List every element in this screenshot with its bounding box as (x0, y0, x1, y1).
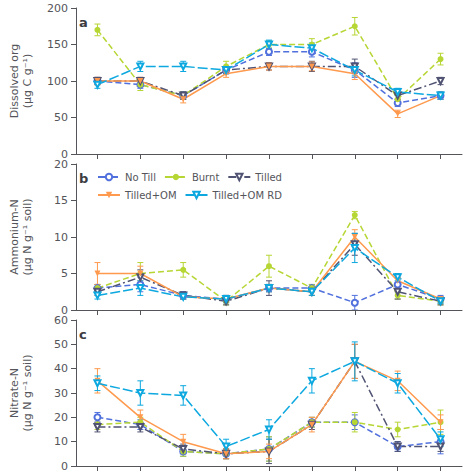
svg-text:40: 40 (54, 362, 68, 375)
svg-text:Dissolved org: Dissolved org (8, 44, 21, 119)
svg-text:50: 50 (54, 111, 68, 124)
svg-text:Tilled+OM RD: Tilled+OM RD (212, 190, 283, 201)
svg-text:c: c (79, 327, 87, 342)
svg-text:100: 100 (47, 75, 68, 88)
svg-text:Nitrate-N: Nitrate-N (8, 368, 21, 418)
svg-text:Ammonium-N: Ammonium-N (8, 199, 21, 275)
svg-text:15: 15 (54, 194, 68, 207)
svg-text:Tilled+OM: Tilled+OM (124, 190, 177, 201)
svg-text:0: 0 (61, 303, 68, 317)
svg-text:Burnt: Burnt (192, 172, 219, 183)
svg-text:No Till: No Till (125, 172, 156, 183)
svg-text:10: 10 (54, 435, 68, 448)
svg-text:0: 0 (61, 460, 68, 473)
svg-text:50: 50 (54, 338, 68, 351)
svg-text:200: 200 (47, 2, 68, 15)
svg-text:Tilled: Tilled (254, 172, 282, 183)
svg-text:20: 20 (54, 158, 68, 171)
svg-text:150: 150 (47, 38, 68, 51)
svg-text:0: 0 (61, 147, 68, 161)
svg-text:(μg N g⁻¹ soil): (μg N g⁻¹ soil) (21, 198, 34, 275)
svg-text:20: 20 (54, 411, 68, 424)
svg-text:(μg N g⁻¹ soil): (μg N g⁻¹ soil) (21, 354, 34, 431)
svg-text:b: b (79, 171, 88, 186)
svg-text:60: 60 (54, 314, 68, 327)
svg-text:5: 5 (61, 267, 68, 280)
svg-text:a: a (79, 15, 88, 30)
svg-text:(μg C g⁻¹): (μg C g⁻¹) (21, 54, 34, 108)
svg-text:10: 10 (54, 231, 68, 244)
svg-text:30: 30 (54, 387, 68, 400)
